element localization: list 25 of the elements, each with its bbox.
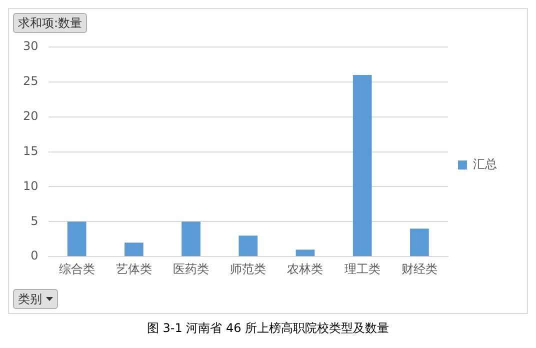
bar: [238, 236, 258, 256]
x-tick-label: 综合类: [58, 262, 95, 276]
bar: [410, 228, 429, 256]
x-tick-label: 医药类: [173, 262, 210, 276]
y-tick-label: 30: [22, 39, 38, 54]
x-tick-label: 艺体类: [116, 262, 152, 276]
x-tick-label: 财经类: [401, 262, 438, 276]
x-tick-label: 理工类: [344, 262, 380, 276]
y-tick-label: 5: [30, 214, 38, 228]
legend-label: 汇总: [473, 157, 497, 172]
x-tick-label: 农林类: [287, 262, 324, 276]
y-tick-label: 15: [22, 144, 38, 158]
bar: [296, 250, 315, 256]
y-axis-title: 求和项:数量: [13, 13, 88, 33]
y-tick-label: 0: [30, 248, 38, 263]
bar: [352, 74, 372, 256]
bar: [67, 222, 86, 256]
bar: [124, 242, 144, 256]
bar: [182, 222, 200, 256]
y-tick-label: 25: [22, 74, 38, 88]
caption: 图 3-1 河南省 46 所上榜高职院校类型及数量: [146, 320, 390, 337]
y-tick-label: 10: [22, 178, 38, 193]
x-tick-label: 师范类: [230, 262, 266, 276]
x-axis-title: 类别: [18, 291, 42, 307]
y-tick-label: 20: [22, 108, 38, 123]
